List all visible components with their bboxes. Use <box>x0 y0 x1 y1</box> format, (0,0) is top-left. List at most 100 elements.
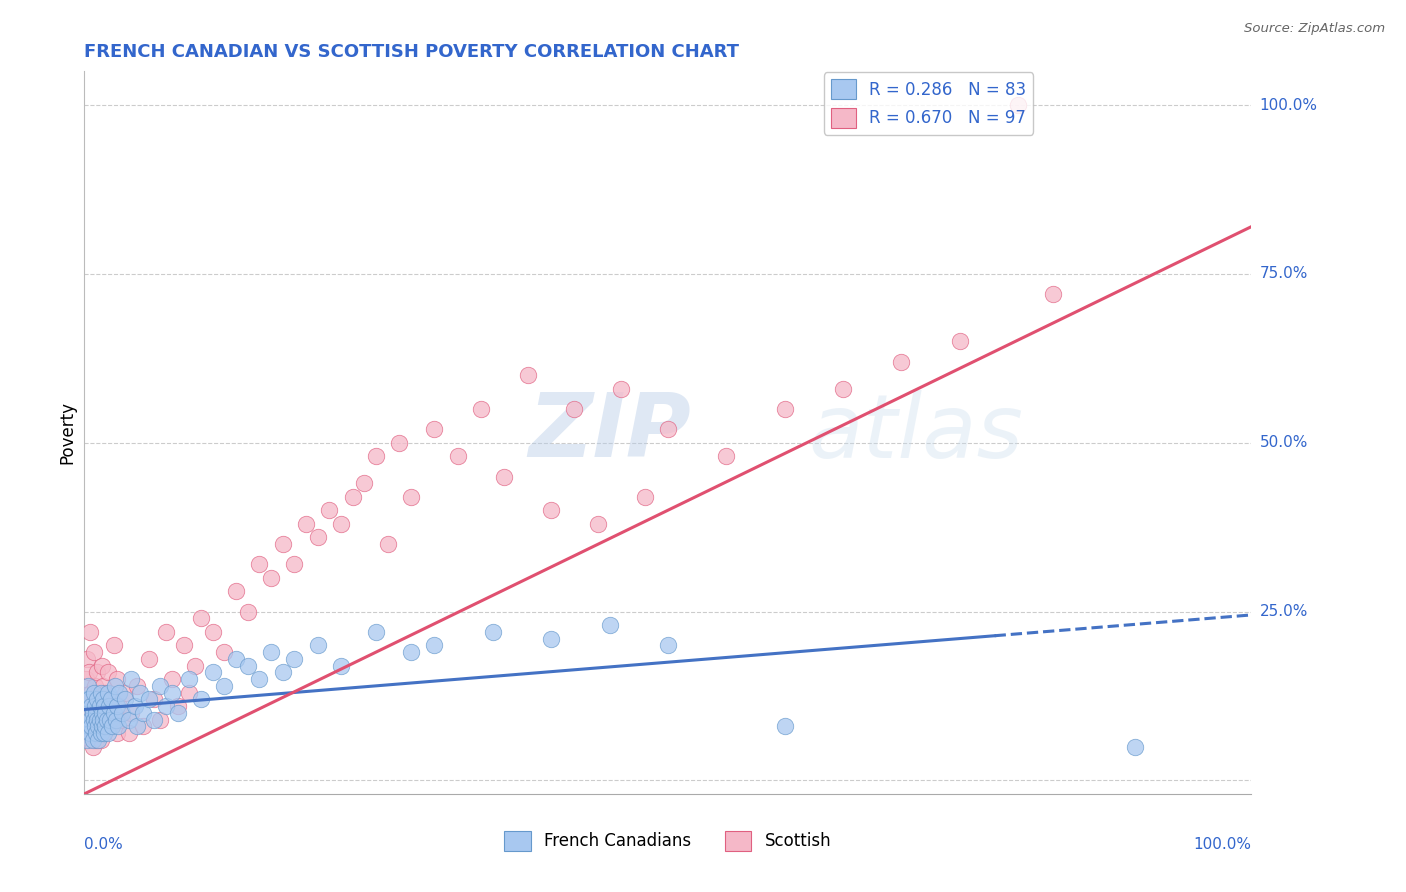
Point <box>120 672 142 686</box>
Point <box>447 449 470 463</box>
Point <box>79 726 101 740</box>
Point <box>236 658 259 673</box>
Point <box>87 726 110 740</box>
Point <box>132 706 155 720</box>
Point <box>83 699 105 714</box>
Point <box>124 699 146 714</box>
Point <box>90 719 112 733</box>
Point <box>125 679 148 693</box>
Point <box>89 706 111 720</box>
Point <box>114 685 136 699</box>
Point <box>118 713 141 727</box>
Point <box>271 537 294 551</box>
Text: 25.0%: 25.0% <box>1260 604 1308 619</box>
Point <box>138 652 160 666</box>
Point <box>89 699 111 714</box>
Point <box>84 732 107 747</box>
Point <box>98 692 121 706</box>
Point <box>494 469 516 483</box>
Point <box>610 382 633 396</box>
Point <box>149 679 172 693</box>
Point <box>86 713 108 727</box>
Point <box>184 658 207 673</box>
Point <box>89 719 111 733</box>
Point <box>716 449 738 463</box>
Point <box>90 713 112 727</box>
Point <box>76 692 98 706</box>
Legend: French Canadians, Scottish: French Canadians, Scottish <box>498 824 838 858</box>
Point <box>79 713 101 727</box>
Point <box>82 732 104 747</box>
Point <box>83 685 105 699</box>
Point <box>540 632 562 646</box>
Point <box>108 685 131 699</box>
Point <box>97 685 120 699</box>
Point <box>1123 739 1146 754</box>
Text: 50.0%: 50.0% <box>1260 435 1308 450</box>
Point <box>83 713 105 727</box>
Point <box>138 692 160 706</box>
Point <box>1042 287 1064 301</box>
Point <box>76 732 98 747</box>
Point <box>87 685 110 699</box>
Point <box>80 699 103 714</box>
Point <box>160 685 183 699</box>
Point <box>84 699 107 714</box>
Point <box>111 706 134 720</box>
Point <box>87 732 110 747</box>
Point <box>86 713 108 727</box>
Point <box>89 713 111 727</box>
Point <box>75 719 97 733</box>
Point <box>318 503 340 517</box>
Point <box>83 692 105 706</box>
Point <box>94 719 117 733</box>
Point <box>93 699 115 714</box>
Text: Source: ZipAtlas.com: Source: ZipAtlas.com <box>1244 22 1385 36</box>
Point <box>90 706 112 720</box>
Point <box>166 699 188 714</box>
Point <box>83 645 105 659</box>
Point <box>79 624 101 639</box>
Point <box>342 490 364 504</box>
Point <box>214 679 236 693</box>
Point <box>330 658 353 673</box>
Point <box>87 719 110 733</box>
Point <box>201 624 224 639</box>
Point <box>90 658 112 673</box>
Point <box>90 685 112 699</box>
Point <box>143 692 166 706</box>
Point <box>93 726 115 740</box>
Point <box>155 699 177 714</box>
Point <box>90 732 112 747</box>
Point <box>96 713 118 727</box>
Point <box>97 699 120 714</box>
Point <box>353 476 375 491</box>
Point <box>108 699 131 714</box>
Point <box>773 402 796 417</box>
Point <box>84 726 107 740</box>
Text: 100.0%: 100.0% <box>1260 97 1317 112</box>
Text: 75.0%: 75.0% <box>1260 267 1308 282</box>
Point <box>399 490 422 504</box>
Point <box>190 692 212 706</box>
Point <box>80 719 103 733</box>
Point <box>949 334 972 349</box>
Point <box>149 713 172 727</box>
Point <box>111 713 134 727</box>
Point <box>76 726 98 740</box>
Point <box>155 624 177 639</box>
Point <box>890 355 912 369</box>
Point <box>77 665 100 680</box>
Point <box>1007 98 1029 112</box>
Point <box>166 706 188 720</box>
Point <box>77 713 100 727</box>
Point <box>657 638 679 652</box>
Point <box>80 719 103 733</box>
Point <box>540 503 562 517</box>
Point <box>76 692 98 706</box>
Point <box>75 672 97 686</box>
Point <box>82 706 104 720</box>
Point <box>201 665 224 680</box>
Point <box>77 692 100 706</box>
Point <box>179 685 201 699</box>
